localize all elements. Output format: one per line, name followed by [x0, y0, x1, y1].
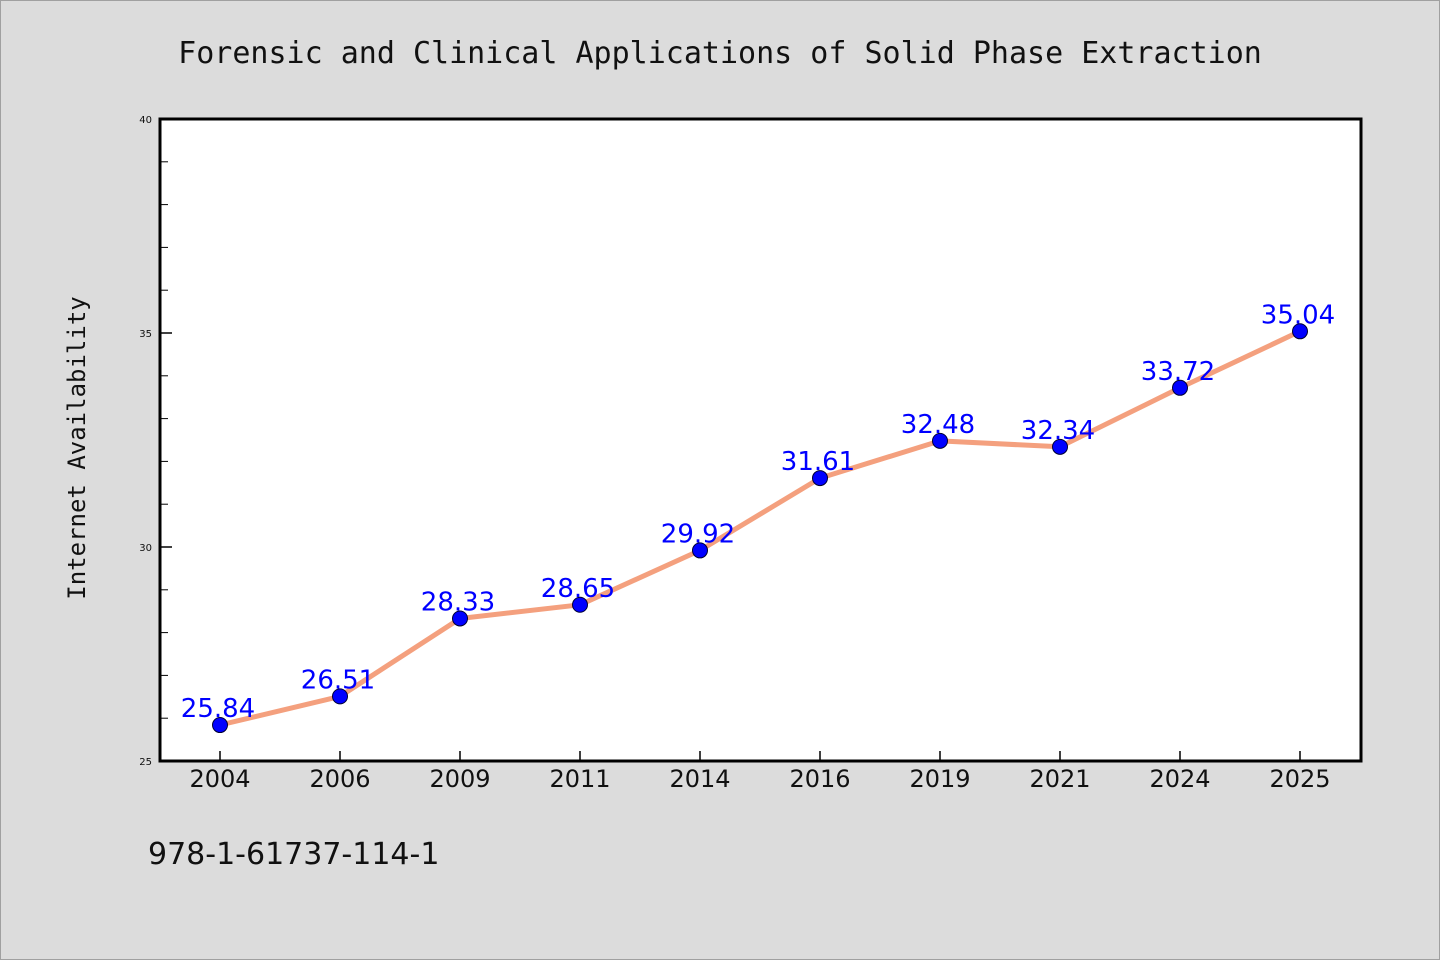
x-tick-label: 2019 — [909, 765, 970, 793]
data-label: 31.61 — [781, 447, 855, 477]
data-point — [332, 688, 348, 705]
x-axis-ticks: 2004 2006 2009 2011 2014 2016 2019 2021 2024 2025 — [189, 751, 1331, 793]
data-label: 32.34 — [1021, 416, 1095, 446]
x-tick-label: 2011 — [549, 765, 610, 793]
y-axis-ticks: 25 30 35 40 — [139, 115, 172, 768]
x-tick-label: 2006 — [309, 765, 370, 793]
footnote-isbn: 978-1-61737-114-1 — [148, 837, 439, 872]
x-tick-label: 2021 — [1029, 765, 1090, 793]
y-tick-label: 25 — [139, 757, 152, 768]
x-tick-label: 2014 — [669, 765, 730, 793]
x-tick-label: 2004 — [189, 765, 250, 793]
y-tick-label: 30 — [139, 543, 152, 554]
data-point — [692, 542, 708, 559]
data-point — [932, 432, 948, 449]
y-minor-ticks — [160, 161, 168, 719]
data-label: 26.51 — [301, 665, 375, 695]
x-tick-label: 2025 — [1269, 765, 1330, 793]
data-point — [812, 470, 828, 487]
y-tick-label: 40 — [139, 115, 152, 126]
x-tick-label: 2024 — [1149, 765, 1210, 793]
data-label: 35.04 — [1261, 300, 1335, 330]
y-tick-label: 35 — [139, 329, 152, 340]
data-point — [212, 717, 228, 734]
series-markers — [212, 323, 1308, 734]
data-labels: 25.84 26.51 28.33 28.65 29.92 31.61 32.48 32.34… — [181, 300, 1335, 724]
chart-title: Forensic and Clinical Applications of So… — [178, 36, 1262, 71]
plot-area — [158, 117, 1363, 763]
data-label: 33.72 — [1141, 357, 1215, 387]
data-label: 28.65 — [541, 574, 615, 604]
data-label: 25.84 — [181, 694, 255, 724]
data-point — [1292, 323, 1308, 340]
y-axis-label: Internet Availability — [63, 296, 91, 599]
data-point — [452, 610, 468, 627]
series-line — [219, 329, 1302, 728]
data-label: 28.33 — [421, 587, 495, 617]
data-label: 32.48 — [901, 410, 975, 440]
data-point — [572, 596, 588, 613]
data-label: 29.92 — [661, 519, 735, 549]
x-tick-label: 2009 — [429, 765, 490, 793]
x-tick-label: 2016 — [789, 765, 850, 793]
data-point — [1052, 438, 1068, 455]
data-point — [1172, 379, 1188, 396]
